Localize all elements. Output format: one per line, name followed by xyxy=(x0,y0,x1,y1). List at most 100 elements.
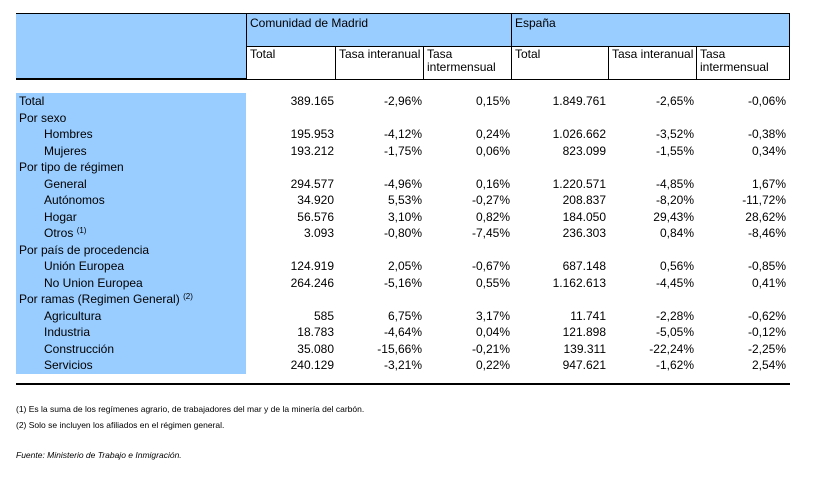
table-row: Hombres 195.953 -4,12% 0,24% 1.026.662 -3,52%… xyxy=(16,126,790,143)
table-row: Por ramas (Regimen General) (2) xyxy=(16,291,790,308)
cell-value: 294.577 xyxy=(290,176,334,191)
table-row: Unión Europea 124.919 2,05% -0,67% 687.148 0,… xyxy=(16,258,790,275)
cell-value: -4,12% xyxy=(383,127,422,141)
row-label: General xyxy=(16,175,246,192)
cell-value: 0,15% xyxy=(475,94,510,108)
cell-value: 389.165 xyxy=(290,94,334,108)
cell-value: -5,05% xyxy=(655,325,694,339)
table-body: Total 389.165 -2,96% 0,15% 1.849.761 -2,65% -0… xyxy=(16,93,790,374)
cell-value: -8,20% xyxy=(655,193,694,207)
row-label: Por país de procedencia xyxy=(16,241,246,258)
header-col-total: Total xyxy=(247,46,335,79)
table-row: Total 389.165 -2,96% 0,15% 1.849.761 -2,65% -0… xyxy=(16,93,790,110)
row-label-text: Total xyxy=(19,94,45,108)
cell-value: 3,10% xyxy=(387,209,422,224)
cell-value: 1,67% xyxy=(751,176,786,191)
cell-value: -4,45% xyxy=(655,275,694,290)
cell-value: -2,65% xyxy=(655,94,694,108)
header-col-total: Total xyxy=(512,46,608,79)
cell-value: 121.898 xyxy=(562,325,606,339)
cell-value: -1,55% xyxy=(655,143,694,158)
table-row: Otros (1) 3.093 -0,80% -7,45% 236.303 0,84% -8… xyxy=(16,225,790,242)
cell-value: -4,85% xyxy=(655,176,694,191)
row-label: Por sexo xyxy=(16,109,246,126)
row-label-text: Autónomos xyxy=(44,193,105,207)
table-header: Comunidad de Madrid Total Tasa interanua… xyxy=(16,13,790,80)
cell-value: 0,24% xyxy=(475,127,510,141)
cell-value: 1.849.761 xyxy=(552,94,606,108)
row-label-text: Agricultura xyxy=(44,308,102,323)
header-group-title: Comunidad de Madrid xyxy=(250,16,369,30)
cell-value: -1,62% xyxy=(655,358,694,372)
row-label: Hombres xyxy=(16,126,246,143)
row-label-text: Unión Europea xyxy=(44,259,125,273)
cell-value: -0,27% xyxy=(471,193,510,207)
cell-value: 1.162.613 xyxy=(552,275,606,290)
cell-value: 184.050 xyxy=(562,209,606,224)
cell-value: -4,64% xyxy=(383,325,422,339)
cell-value: -3,52% xyxy=(655,127,694,141)
source-note: Fuente: Ministerio de Trabajo e Inmigrac… xyxy=(16,450,182,460)
cell-value: -2,28% xyxy=(655,308,694,323)
cell-value: 18.783 xyxy=(297,325,334,339)
header-group-title: España xyxy=(515,16,556,30)
row-label: Unión Europea xyxy=(16,258,246,275)
row-label-text: Hogar xyxy=(44,209,77,224)
cell-value: 0,06% xyxy=(475,143,510,158)
row-label-text: General xyxy=(44,176,87,191)
cell-value: 687.148 xyxy=(562,259,606,273)
cell-value: -0,85% xyxy=(747,259,786,273)
cell-value: -2,96% xyxy=(383,94,422,108)
cell-value: 124.919 xyxy=(290,259,334,273)
table-row: Industria 18.783 -4,64% 0,04% 121.898 -5,05% -… xyxy=(16,324,790,341)
cell-value: -0,12% xyxy=(747,325,786,339)
header-group-madrid: Comunidad de Madrid Total Tasa interanua… xyxy=(246,13,512,80)
row-label-text: Industria xyxy=(44,325,91,339)
cell-value: -0,06% xyxy=(747,94,786,108)
cell-value: -0,62% xyxy=(747,308,786,323)
header-group-espana: España Total Tasa interanual Tasa interm… xyxy=(511,13,790,80)
row-label-text: Hombres xyxy=(44,127,93,141)
cell-value: 236.303 xyxy=(562,226,606,240)
cell-value: -0,80% xyxy=(383,226,422,240)
cell-value: 0,82% xyxy=(475,209,510,224)
header-col-tasa-interanual: Tasa interanual xyxy=(608,46,696,79)
row-label-text: Por sexo xyxy=(19,110,67,125)
cell-value: 34.920 xyxy=(297,193,334,207)
cell-value: 139.311 xyxy=(563,341,607,356)
cell-value: 264.246 xyxy=(290,275,334,290)
cell-value: -11,72% xyxy=(742,193,786,207)
table-row: General 294.577 -4,96% 0,16% 1.220.571 -4,85%… xyxy=(16,175,790,192)
table-row: Por país de procedencia xyxy=(16,241,790,258)
row-label: Por tipo de régimen xyxy=(16,159,246,176)
cell-value: -7,45% xyxy=(471,226,510,240)
row-label: Autónomos xyxy=(16,192,246,209)
row-label: Industria xyxy=(16,324,246,341)
table-row: Hogar 56.576 3,10% 0,82% 184.050 29,43% 28,62% xyxy=(16,208,790,225)
row-label-text: Por ramas (Regimen General) xyxy=(19,292,180,306)
row-label: Mujeres xyxy=(16,142,246,159)
footnote-1: (1) Es la suma de los regímenes agrario,… xyxy=(16,404,365,414)
row-label: Otros (1) xyxy=(16,225,246,242)
cell-value: 823.099 xyxy=(562,143,606,158)
cell-value: 1.220.571 xyxy=(552,176,606,191)
table-row: Por tipo de régimen xyxy=(16,159,790,176)
table-row: Agricultura 585 6,75% 3,17% 11.741 -2,28% -0,6… xyxy=(16,307,790,324)
row-label: Hogar xyxy=(16,208,246,225)
row-label-text: No Union Europea xyxy=(44,275,143,290)
cell-value: 208.837 xyxy=(562,193,606,207)
header-blank-cell xyxy=(16,13,246,80)
cell-value: -0,67% xyxy=(471,259,510,273)
cell-value: -3,21% xyxy=(383,358,422,372)
row-label-text: Por tipo de régimen xyxy=(19,160,124,174)
cell-value: 56.576 xyxy=(297,209,334,224)
cell-value: -0,21% xyxy=(471,341,510,356)
table-row: Por sexo xyxy=(16,109,790,126)
cell-value: 28,62% xyxy=(745,209,786,224)
header-col-tasa-interanual: Tasa interanual xyxy=(335,46,423,79)
cell-value: 35.080 xyxy=(297,341,334,356)
cell-value: 3,17% xyxy=(475,308,510,323)
row-label-text: Otros xyxy=(44,226,74,240)
cell-value: 1.026.662 xyxy=(552,127,606,141)
cell-value: 11.741 xyxy=(570,308,606,323)
